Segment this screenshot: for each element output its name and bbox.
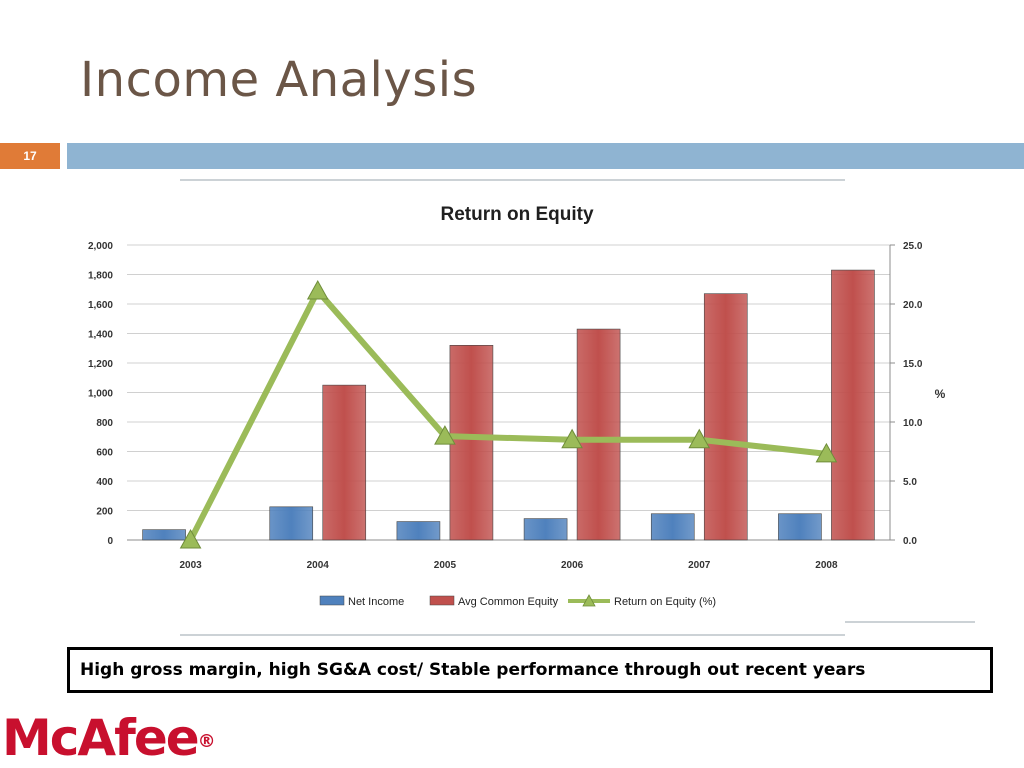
registered-mark: ® — [197, 731, 216, 752]
y-left-tick-label: 800 — [96, 418, 113, 429]
x-axis: 2003 2004 2005 2006 2007 2008 — [179, 560, 838, 571]
logo-text: McAfee — [2, 709, 200, 767]
bar-avg-equity — [831, 269, 875, 541]
chart-line — [179, 279, 838, 549]
y-axis-left: 0 200 400 600 800 1,000 1,200 1,400 1,600 1,800 2,… — [88, 241, 113, 547]
y-right-tick-label: 5.0 — [903, 477, 917, 488]
x-tick-label: 2008 — [815, 560, 838, 571]
x-tick-label: 2007 — [688, 560, 711, 571]
roe-marker — [688, 428, 711, 449]
x-tick-label: 2003 — [179, 560, 202, 571]
legend-label: Avg Common Equity — [458, 596, 559, 608]
bar-net-income — [523, 518, 568, 541]
title-band — [67, 143, 1024, 169]
bar-net-income — [396, 521, 441, 541]
slide-number: 17 — [0, 143, 60, 169]
caption-box: High gross margin, high SG&A cost/ Stabl… — [67, 647, 993, 693]
x-tick-label: 2004 — [307, 560, 330, 571]
y-left-tick-label: 1,600 — [88, 300, 113, 311]
chart-legend: Net Income Avg Common Equity Return on Equ… — [319, 594, 716, 608]
bar-net-income — [778, 513, 822, 541]
y-left-tick-label: 1,200 — [88, 359, 113, 370]
y-left-tick-label: 0 — [107, 536, 113, 547]
bar-net-income — [269, 506, 314, 541]
roe-marker — [306, 279, 329, 300]
caption-text: High gross margin, high SG&A cost/ Stabl… — [80, 660, 866, 680]
y-right-tick-label: 10.0 — [903, 418, 923, 429]
y-left-tick-label: 1,400 — [88, 330, 113, 341]
chart-container: Return on Equity 0 200 400 600 800 1,000 1,200… — [0, 170, 1024, 645]
y-right-tick-label: 15.0 — [903, 359, 923, 370]
y-left-tick-label: 1,000 — [88, 389, 113, 400]
legend-label: Return on Equity (%) — [614, 596, 716, 608]
chart-bars — [142, 269, 875, 541]
bar-net-income — [142, 529, 186, 541]
legend-swatch-marker — [582, 594, 596, 607]
y-axis-right-label: % — [935, 387, 946, 401]
y-left-tick-label: 200 — [96, 507, 113, 518]
legend-swatch — [319, 595, 345, 606]
y-left-tick-label: 2,000 — [88, 241, 113, 252]
y-left-tick-label: 1,800 — [88, 271, 113, 282]
bar-avg-equity — [576, 328, 621, 541]
bar-avg-equity — [449, 345, 494, 541]
mcafee-logo: McAfee® — [2, 708, 216, 768]
roe-line — [187, 288, 827, 542]
x-tick-label: 2005 — [434, 560, 457, 571]
roe-marker — [815, 442, 838, 463]
chart-grid — [127, 244, 890, 541]
y-right-tick-label: 25.0 — [903, 241, 923, 252]
chart-title: Return on Equity — [440, 204, 593, 225]
y-right-tick-label: 0.0 — [903, 536, 917, 547]
legend-label: Net Income — [348, 596, 404, 608]
bar-avg-equity — [703, 293, 748, 541]
y-right-tick-label: 20.0 — [903, 300, 923, 311]
bar-net-income — [650, 513, 695, 541]
y-left-tick-label: 400 — [96, 477, 113, 488]
chart-frame — [180, 179, 975, 636]
roe-marker — [434, 425, 456, 445]
bar-avg-equity — [322, 384, 367, 541]
y-axis-right: 0.0 5.0 10.0 15.0 20.0 25.0 — [889, 241, 923, 547]
x-tick-label: 2006 — [561, 560, 584, 571]
roe-marker — [561, 428, 583, 449]
legend-swatch — [429, 595, 455, 606]
roe-chart: Return on Equity 0 200 400 600 800 1,000 1,200… — [88, 179, 975, 636]
y-left-tick-label: 600 — [96, 448, 113, 459]
roe-marker — [179, 528, 202, 549]
slide-title: Income Analysis — [80, 52, 478, 108]
